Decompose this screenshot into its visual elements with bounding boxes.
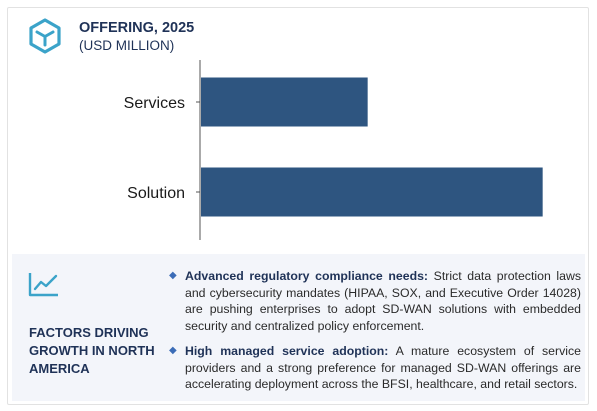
hexagon-cube-icon [29, 18, 61, 54]
factors-title: FACTORS DRIVING GROWTH IN NORTH AMERICA [29, 325, 155, 376]
category-label-services: Services [124, 95, 185, 112]
factor-lead: Advanced regulatory compliance needs: [185, 269, 429, 283]
category-label-solution: Solution [127, 185, 185, 202]
bar-solution [201, 167, 543, 217]
bar-services [201, 77, 368, 127]
factor-item: ◆ High managed service adoption: A matur… [169, 343, 581, 393]
bar-chart: Services Solution [124, 60, 543, 240]
factor-text: A mature ecosystem of service providers … [185, 344, 581, 391]
chart-subtitle: (USD MILLION) [79, 38, 175, 53]
factor-text: Strict data protection laws and cybersec… [185, 269, 581, 333]
diamond-bullet-icon: ◆ [169, 270, 177, 281]
diamond-bullet-icon: ◆ [169, 345, 177, 356]
factors-list: ◆ Advanced regulatory compliance needs: … [169, 268, 581, 402]
trending-line-icon [28, 273, 58, 297]
factor-item: ◆ Advanced regulatory compliance needs: … [169, 268, 581, 334]
factors-panel: FACTORS DRIVING GROWTH IN NORTH AMERICA … [12, 254, 585, 401]
chart-title: OFFERING, 2025 [79, 20, 195, 36]
factor-lead: High managed service adoption: [185, 344, 389, 358]
